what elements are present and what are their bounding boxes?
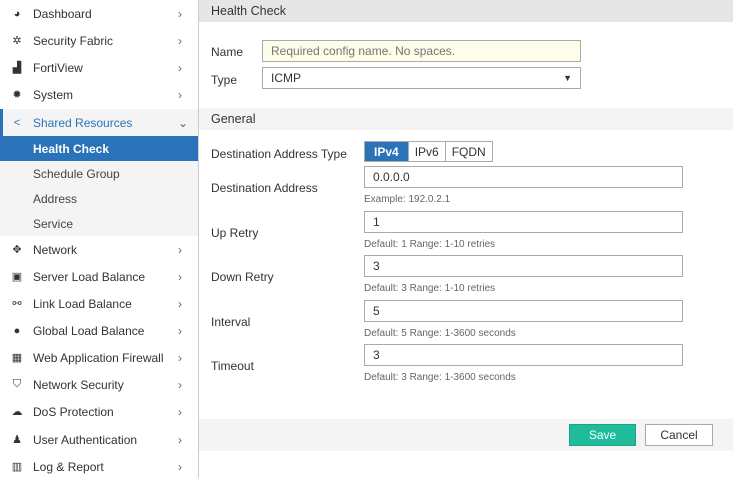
sidebar-item-global-load-balance[interactable]: ● Global Load Balance › xyxy=(0,317,198,344)
timeout-label: Timeout xyxy=(211,359,254,373)
interval-input[interactable]: 5 xyxy=(364,299,683,322)
down-retry-input[interactable]: 3 xyxy=(364,255,683,277)
chevron-right-icon: › xyxy=(178,6,182,21)
sidebar-item-user-authentication[interactable]: ♟ User Authentication › xyxy=(0,426,198,453)
chevron-right-icon: › xyxy=(178,404,182,419)
name-input[interactable] xyxy=(262,40,581,62)
user-icon: ♟ xyxy=(12,434,22,446)
shield-icon: ⛉ xyxy=(12,378,22,390)
sidebar-item-label: FortiView xyxy=(33,60,83,75)
sidebar-item-label: Link Load Balance xyxy=(33,296,132,311)
sidebar-item-web-application-firewall[interactable]: ▦ Web Application Firewall › xyxy=(0,344,198,371)
up-retry-label: Up Retry xyxy=(211,225,259,240)
chevron-right-icon: › xyxy=(178,377,182,392)
sidebar-item-label: DoS Protection xyxy=(33,404,114,419)
move-icon: ✥ xyxy=(12,244,22,256)
sidebar-item-label: Shared Resources xyxy=(33,115,133,130)
page-title: Health Check xyxy=(199,0,733,22)
interval-hint: Default: 5 Range: 1-3600 seconds xyxy=(364,327,516,339)
general-section-title: General xyxy=(199,108,733,130)
interval-label: Interval xyxy=(211,314,251,329)
sidebar-item-log-report[interactable]: ▥ Log & Report › xyxy=(0,453,198,480)
share-icon: < xyxy=(13,116,21,129)
form-footer xyxy=(199,419,733,451)
sidebar-item-network[interactable]: ✥ Network › xyxy=(0,236,198,263)
sidebar-subitem-address[interactable]: Address xyxy=(0,186,198,211)
chevron-right-icon: › xyxy=(178,33,182,48)
chevron-right-icon: › xyxy=(178,323,182,338)
sidebar-item-dos-protection[interactable]: ☁ DoS Protection › xyxy=(0,398,198,425)
chart-icon: ▟ xyxy=(12,62,22,74)
dest-type-toggle: IPv4 IPv6 FQDN xyxy=(364,141,493,162)
type-value: ICMP xyxy=(271,71,301,85)
sidebar-item-dashboard[interactable]: ◕ Dashboard › xyxy=(0,0,198,27)
link-icon: ⚯ xyxy=(12,298,22,310)
sidebar-item-label: Web Application Firewall xyxy=(33,350,164,365)
destination-address-label: Destination Address xyxy=(211,181,318,195)
server-load-balance-icon: ▣ xyxy=(11,271,23,283)
chevron-right-icon: › xyxy=(178,60,182,75)
sidebar-subitem-schedule-group[interactable]: Schedule Group xyxy=(0,161,198,186)
firewall-icon: ▦ xyxy=(11,352,23,364)
caret-down-icon: ▼ xyxy=(563,73,572,83)
sidebar-subitem-service[interactable]: Service xyxy=(0,211,198,236)
type-label: Type xyxy=(211,73,238,87)
destination-address-input[interactable]: 0.0.0.0 xyxy=(364,166,683,188)
sidebar-item-network-security[interactable]: ⛉ Network Security › xyxy=(0,371,198,398)
cancel-button[interactable]: Cancel xyxy=(645,424,713,446)
sidebar-item-label: Server Load Balance xyxy=(33,269,146,284)
chevron-right-icon: › xyxy=(178,350,182,365)
ipv6-option[interactable]: IPv6 xyxy=(407,142,445,161)
dashboard-icon: ◕ xyxy=(13,7,21,20)
chevron-right-icon: › xyxy=(178,296,182,311)
timeout-hint: Default: 3 Range: 1-3600 seconds xyxy=(364,372,516,383)
sidebar-item-shared-resources[interactable]: < Shared Resources ⌄ xyxy=(0,109,198,136)
down-retry-label: Down Retry xyxy=(211,270,274,284)
sidebar-item-label: Global Load Balance xyxy=(33,323,145,338)
chevron-right-icon: › xyxy=(178,432,182,447)
sidebar-item-label: Dashboard xyxy=(33,6,92,21)
up-retry-input[interactable]: 1 xyxy=(364,210,683,233)
save-button[interactable]: Save xyxy=(569,424,636,446)
sidebar-subitem-health-check[interactable]: Health Check xyxy=(0,136,198,161)
down-retry-hint: Default: 3 Range: 1-10 retries xyxy=(364,283,496,294)
gear-icon: ✹ xyxy=(12,89,22,101)
globe-icon: ● xyxy=(13,324,21,337)
sidebar-item-label: Network Security xyxy=(33,377,124,392)
sidebar-item-server-load-balance[interactable]: ▣ Server Load Balance › xyxy=(0,263,198,290)
chevron-right-icon: › xyxy=(178,87,182,102)
bar-chart-icon: ▥ xyxy=(11,461,23,473)
sidebar-item-label: Network xyxy=(33,242,78,257)
chevron-right-icon: › xyxy=(178,269,182,284)
sidebar-item-label: User Authentication xyxy=(33,432,138,447)
name-label: Name xyxy=(211,45,244,59)
up-retry-hint: Default: 1 Range: 1-10 retries xyxy=(364,238,496,250)
type-select[interactable]: ICMP ▼ xyxy=(262,67,581,89)
sidebar-item-label: Log & Report xyxy=(33,459,104,474)
dest-type-label: Destination Address Type xyxy=(211,147,347,161)
chevron-right-icon: › xyxy=(178,242,182,257)
sidebar: ◕ Dashboard › ✲ Security Fabric › ▟ FortiView › ✹… xyxy=(0,0,199,478)
main-panel: Health Check Name Type ICMP ▼ General Des… xyxy=(199,0,733,478)
ipv4-option[interactable]: IPv4 xyxy=(365,142,408,161)
sidebar-item-label: System xyxy=(33,87,74,102)
chevron-down-icon: ⌄ xyxy=(178,115,189,130)
security-fabric-icon: ✲ xyxy=(12,35,22,47)
sidebar-item-fortiview[interactable]: ▟ FortiView › xyxy=(0,54,198,81)
sidebar-item-security-fabric[interactable]: ✲ Security Fabric › xyxy=(0,27,198,54)
chevron-right-icon: › xyxy=(178,459,182,474)
destination-address-hint: Example: 192.0.2.1 xyxy=(364,194,451,205)
sidebar-item-label: Security Fabric xyxy=(33,33,114,48)
fqdn-option[interactable]: FQDN xyxy=(444,142,492,161)
sidebar-item-system[interactable]: ✹ System › xyxy=(0,81,198,108)
cloud-icon: ☁ xyxy=(11,406,23,418)
sidebar-item-link-load-balance[interactable]: ⚯ Link Load Balance › xyxy=(0,290,198,317)
timeout-input[interactable]: 3 xyxy=(364,344,683,366)
